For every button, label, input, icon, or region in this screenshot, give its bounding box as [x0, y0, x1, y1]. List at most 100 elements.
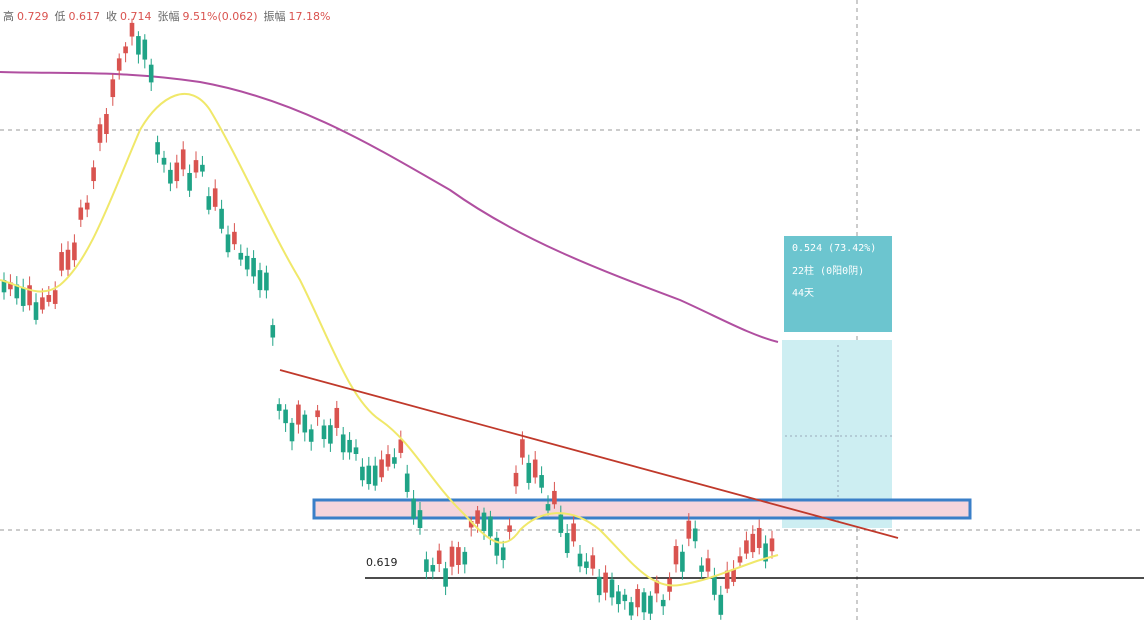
candle-body	[398, 439, 404, 453]
candle-body	[526, 462, 532, 483]
candle-body	[481, 512, 487, 531]
candle-body	[744, 540, 749, 554]
candle-body	[545, 504, 551, 511]
candle-body	[321, 425, 327, 440]
candle-body	[596, 576, 602, 596]
candle-body	[641, 592, 647, 613]
candle-body	[148, 64, 154, 83]
candle-body	[8, 282, 13, 290]
candle-body	[622, 594, 628, 602]
candle-body	[136, 36, 141, 55]
candle-body	[628, 602, 634, 616]
candle-body	[724, 570, 730, 589]
candle-body	[193, 160, 199, 173]
level-label: 0.619	[366, 556, 398, 569]
candle-body	[737, 556, 743, 563]
candle-body	[142, 39, 148, 60]
candle-body	[430, 565, 436, 572]
candle-body	[494, 537, 500, 556]
candle-body	[462, 551, 468, 565]
measure-days: 44天	[792, 288, 814, 299]
candle-body	[116, 58, 122, 71]
candle-body	[443, 568, 448, 587]
candle-body	[97, 124, 103, 143]
candle-body	[660, 599, 666, 607]
ma-short	[0, 92, 779, 587]
candle-body	[315, 410, 320, 418]
measure-bars: 22柱 (0阳0阴)	[792, 264, 864, 277]
candle-body	[59, 252, 64, 271]
candle-body	[84, 202, 90, 210]
header-label: 张幅	[158, 10, 180, 23]
candle-body	[52, 290, 58, 304]
ma-long	[0, 71, 779, 343]
candle-body	[40, 297, 45, 310]
candle-body	[449, 546, 455, 567]
candle-body	[174, 162, 180, 182]
candle-body	[257, 270, 263, 291]
candle-body	[206, 196, 212, 210]
candle-body	[686, 520, 692, 539]
candle-body	[763, 543, 768, 562]
candle-body	[168, 169, 173, 184]
header-value: 0.617	[69, 10, 101, 23]
candle-body	[187, 172, 192, 191]
candle-body	[436, 550, 442, 564]
candle-body	[123, 46, 128, 54]
candle-body	[91, 167, 96, 182]
candle-body	[225, 234, 231, 253]
header-value: 9.51%(0.062)	[183, 10, 258, 23]
candle-body	[232, 231, 237, 245]
candle-body	[411, 498, 416, 519]
candle-body	[750, 533, 756, 553]
header-label: 收	[106, 9, 117, 23]
candle-body	[571, 523, 576, 542]
candle-body	[270, 325, 276, 338]
candle-body	[558, 514, 564, 533]
candle-body	[334, 407, 340, 428]
candle-body	[507, 525, 512, 532]
candle-body	[283, 409, 288, 424]
header-value: 0.714	[120, 10, 152, 23]
candle-body	[46, 295, 52, 302]
candle-body	[718, 594, 724, 615]
candle-body	[648, 595, 653, 614]
candle-body	[417, 510, 423, 528]
candle-body	[244, 255, 250, 270]
candle-body	[609, 579, 615, 598]
candle-body	[539, 475, 544, 488]
candle-body	[276, 404, 282, 411]
candle-body	[468, 521, 474, 528]
candle-body	[212, 188, 218, 207]
candle-body	[1, 280, 7, 293]
candle-body	[552, 490, 557, 505]
candle-body	[731, 569, 736, 582]
header-value: 17.18%	[289, 10, 331, 23]
trend-line	[279, 369, 899, 539]
candle-body	[673, 546, 679, 565]
candle-body	[180, 149, 186, 170]
candle-body	[33, 302, 39, 320]
header-label: 低	[55, 10, 66, 23]
candle-body	[616, 591, 621, 605]
candle-body	[756, 527, 762, 548]
candle-body	[251, 257, 256, 277]
measure-range	[782, 340, 892, 528]
candle-body	[705, 558, 711, 572]
candle-body	[78, 207, 84, 220]
candle-body	[379, 459, 384, 478]
candle-body	[264, 272, 269, 291]
candle-body	[769, 538, 775, 552]
candle-body	[385, 454, 391, 467]
candle-body	[635, 588, 640, 608]
candle-body	[456, 547, 461, 566]
candle-body	[654, 580, 660, 594]
candle-body	[513, 472, 519, 487]
candle-body	[590, 555, 596, 569]
candle-body	[360, 466, 365, 481]
candle-body	[27, 285, 32, 306]
candle-body	[161, 157, 167, 165]
candle-body	[155, 142, 160, 155]
candle-body	[104, 114, 109, 134]
candle-body	[712, 576, 717, 595]
